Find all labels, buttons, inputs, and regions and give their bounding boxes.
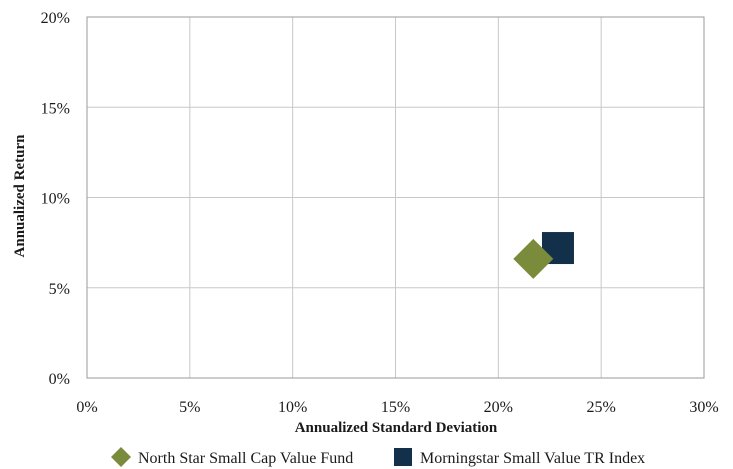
y-tick-label: 0% (49, 371, 70, 388)
x-tick-label: 25% (587, 399, 616, 416)
legend-marker-fund (111, 447, 131, 467)
y-axis-title: Annualized Return (12, 134, 28, 258)
x-tick-label: 15% (381, 399, 410, 416)
legend-square-icon (394, 448, 412, 466)
x-tick-label: 0% (76, 399, 97, 416)
legend-label-index: Morningstar Small Value TR Index (420, 450, 645, 467)
tick-labels: 0% 5% 10% 15% 20% 25% 30% 0% 5% 10% 15% 20% (41, 10, 719, 416)
y-tick-label: 20% (41, 10, 70, 27)
y-tick-label: 10% (41, 191, 70, 208)
x-tick-label: 20% (484, 399, 513, 416)
x-tick-label: 5% (179, 399, 200, 416)
x-tick-label: 10% (278, 399, 307, 416)
y-tick-label: 5% (49, 281, 70, 298)
legend-diamond-icon (111, 447, 131, 467)
legend: North Star Small Cap Value Fund Mornings… (111, 447, 645, 467)
legend-label-fund: North Star Small Cap Value Fund (138, 450, 353, 467)
data-points (513, 232, 574, 279)
legend-marker-index (394, 448, 412, 466)
grid-lines (87, 17, 704, 378)
y-tick-label: 15% (41, 100, 70, 117)
x-axis-title: Annualized Standard Deviation (295, 420, 498, 436)
x-tick-label: 30% (689, 399, 718, 416)
